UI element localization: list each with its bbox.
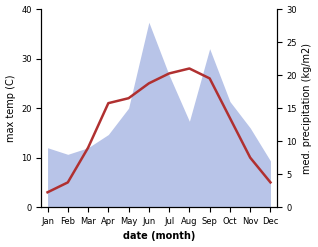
Y-axis label: med. precipitation (kg/m2): med. precipitation (kg/m2) (302, 43, 313, 174)
X-axis label: date (month): date (month) (123, 231, 195, 242)
Y-axis label: max temp (C): max temp (C) (5, 74, 16, 142)
